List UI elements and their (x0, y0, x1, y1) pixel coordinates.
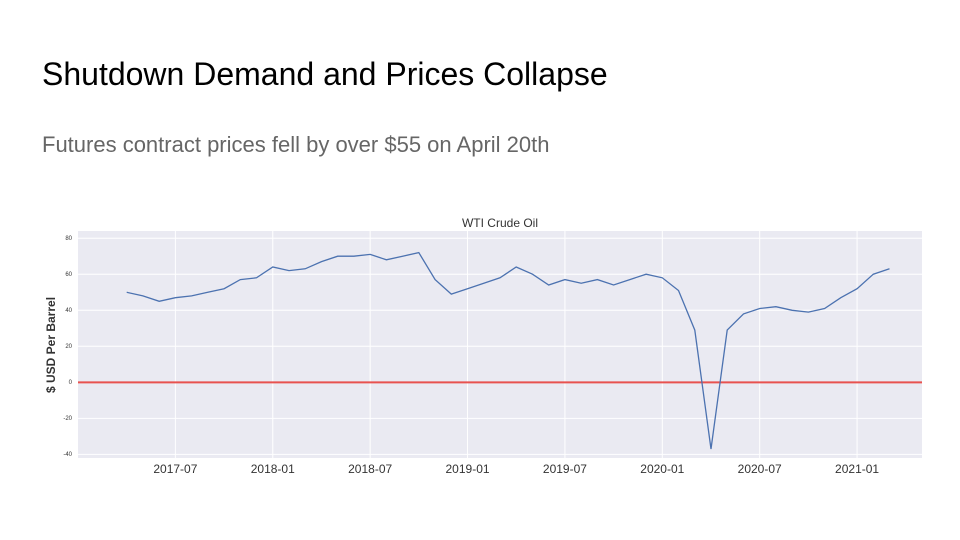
y-tick-label: 20 (65, 344, 72, 350)
y-tick-label: -20 (63, 416, 72, 422)
y-tick-label: 40 (65, 308, 72, 314)
plot-area (78, 231, 922, 458)
y-axis-label: $ USD Per Barrel (44, 297, 58, 393)
x-tick-label: 2018-07 (348, 462, 392, 476)
y-tick-label: 60 (65, 272, 72, 278)
x-tick-label: 2019-07 (543, 462, 587, 476)
slide-title: Shutdown Demand and Prices Collapse (42, 56, 608, 92)
chart-title: WTI Crude Oil (462, 216, 538, 230)
y-tick-label: 80 (65, 236, 72, 242)
y-tick-label: -40 (63, 452, 72, 458)
x-tick-label: 2019-01 (446, 462, 490, 476)
x-tick-label: 2020-07 (738, 462, 782, 476)
x-tick-label: 2018-01 (251, 462, 295, 476)
x-tick-label: 2021-01 (835, 462, 879, 476)
slide-subtitle: Futures contract prices fell by over $55… (42, 132, 550, 157)
y-tick-label: 0 (69, 380, 73, 386)
x-tick-label: 2017-07 (153, 462, 197, 476)
data-line (126, 251, 890, 450)
x-tick-label: 2020-01 (640, 462, 684, 476)
